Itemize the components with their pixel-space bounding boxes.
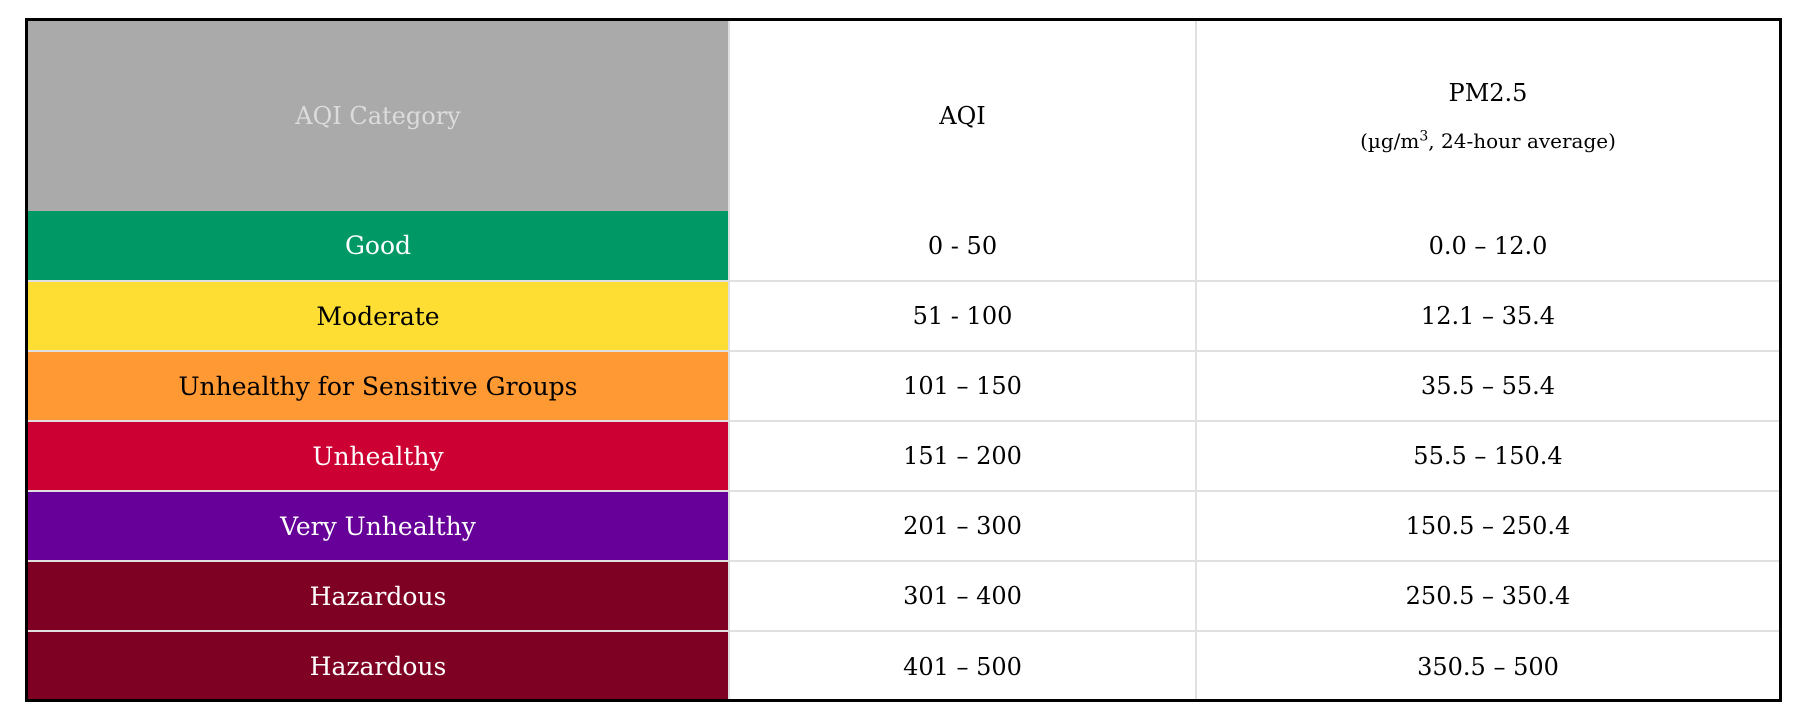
table-row: Very Unhealthy 201 – 300 150.5 – 250.4	[28, 490, 1779, 562]
header-pm25: PM2.5 (µg/m3, 24-hour average)	[1195, 21, 1779, 211]
header-pm25-title: PM2.5	[1448, 79, 1528, 107]
header-pm25-unit-pre: (µg/m	[1360, 129, 1420, 153]
header-pm25-unit: (µg/m3, 24-hour average)	[1197, 129, 1779, 153]
aqi-range-cell: 401 – 500	[728, 630, 1197, 699]
table-row: Hazardous 301 – 400 250.5 – 350.4	[28, 560, 1779, 632]
category-cell: Moderate	[28, 280, 730, 352]
header-pm25-unit-post: , 24-hour average)	[1428, 129, 1616, 153]
pm25-range-cell: 55.5 – 150.4	[1195, 420, 1779, 492]
aqi-range-cell: 201 – 300	[728, 490, 1197, 562]
aqi-table: AQI Category AQI PM2.5 (µg/m3, 24-hour a…	[28, 21, 1779, 699]
table-row: Good 0 - 50 0.0 – 12.0	[28, 211, 1779, 282]
pm25-range-cell: 12.1 – 35.4	[1195, 280, 1779, 352]
pm25-range-cell: 35.5 – 55.4	[1195, 350, 1779, 422]
header-pm25-unit-sup: 3	[1419, 128, 1429, 145]
pm25-range-cell: 150.5 – 250.4	[1195, 490, 1779, 562]
aqi-range-cell: 301 – 400	[728, 560, 1197, 632]
category-cell: Unhealthy	[28, 420, 730, 492]
header-aqi-category: AQI Category	[28, 21, 730, 211]
header-aqi: AQI	[728, 21, 1197, 211]
aqi-range-cell: 51 - 100	[728, 280, 1197, 352]
aqi-range-cell: 0 - 50	[728, 211, 1197, 282]
table-row: Unhealthy 151 – 200 55.5 – 150.4	[28, 420, 1779, 492]
table-header-row: AQI Category AQI PM2.5 (µg/m3, 24-hour a…	[28, 21, 1779, 211]
pm25-range-cell: 250.5 – 350.4	[1195, 560, 1779, 632]
category-cell: Good	[28, 211, 730, 282]
category-cell: Very Unhealthy	[28, 490, 730, 562]
pm25-range-cell: 350.5 – 500	[1195, 630, 1779, 699]
pm25-range-cell: 0.0 – 12.0	[1195, 211, 1779, 282]
table-row: Moderate 51 - 100 12.1 – 35.4	[28, 280, 1779, 352]
table-row: Hazardous 401 – 500 350.5 – 500	[28, 630, 1779, 699]
aqi-range-cell: 151 – 200	[728, 420, 1197, 492]
category-cell: Unhealthy for Sensitive Groups	[28, 350, 730, 422]
category-cell: Hazardous	[28, 560, 730, 632]
category-cell: Hazardous	[28, 630, 730, 699]
aqi-range-cell: 101 – 150	[728, 350, 1197, 422]
aqi-table-frame: AQI Category AQI PM2.5 (µg/m3, 24-hour a…	[25, 18, 1782, 702]
table-row: Unhealthy for Sensitive Groups 101 – 150…	[28, 350, 1779, 422]
